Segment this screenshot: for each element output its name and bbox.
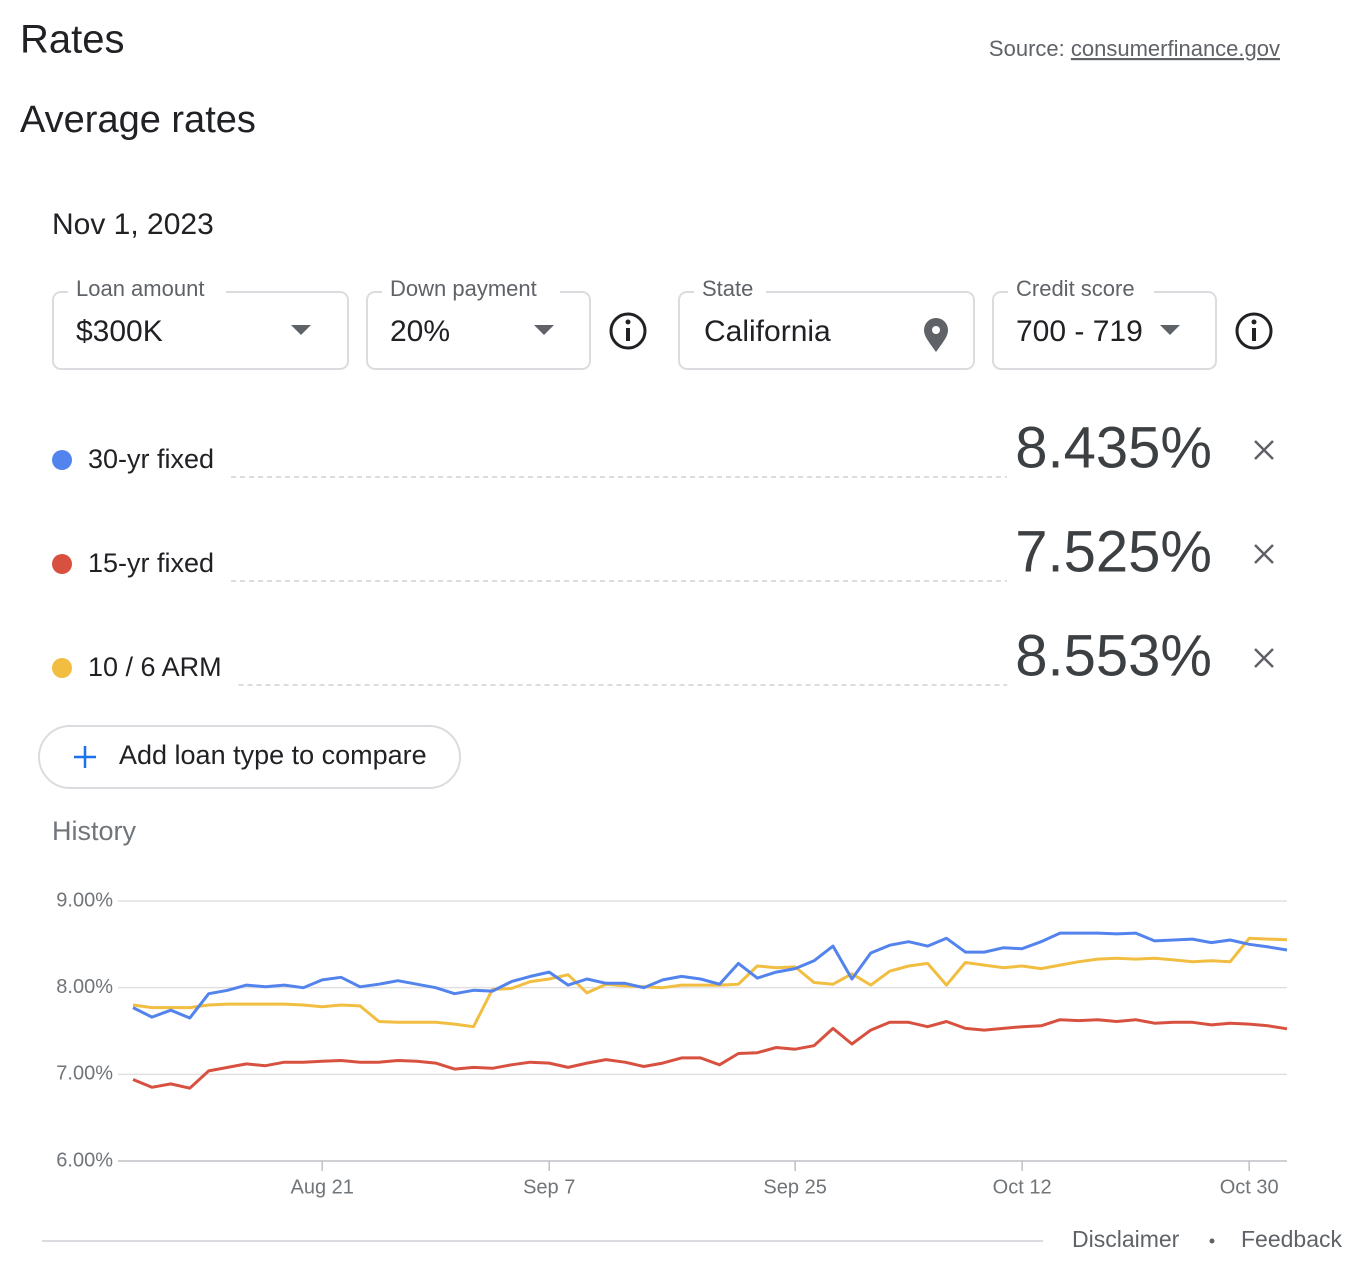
info-bar [626,328,630,341]
button-text: Add loan type to compare [119,740,427,770]
dropdown-arrow [534,325,554,335]
remove-button[interactable] [1254,544,1274,564]
series-dot [52,450,72,470]
history-chart: 6.00% 7.00% 8.00% 9.00% Aug 21 Sep 7 Sep 25 Oct… [56,889,1288,1198]
source: Source: consumerfinance.gov [989,36,1280,61]
x-tick-label: Sep 25 [763,1176,826,1198]
history-label: History [52,816,137,846]
select-label: Credit score [1016,276,1135,301]
select-value: 20% [390,315,450,348]
y-tick-label: 9.00% [56,889,113,911]
source-link[interactable]: consumerfinance.gov [1071,36,1280,61]
x-tick-label: Sep 7 [523,1176,575,1198]
pin-hole [932,326,940,334]
info-dot [625,319,631,325]
series-line [132,936,1288,1029]
loan-name: 15-yr fixed [88,548,214,578]
series-dot [52,554,72,574]
feedback-link[interactable]: Feedback [1241,1226,1343,1252]
button-outline [38,725,461,789]
subtitle: Average rates [20,99,256,141]
plus-icon [74,746,96,768]
select-label: Down payment [390,276,537,301]
series-dot [52,658,72,678]
loan-row: 10 / 6 ARM 8.553% [52,623,1274,688]
label-bg [1008,278,1154,304]
info-icon[interactable] [609,312,647,350]
down-payment-select[interactable]: Down payment 20% [366,276,591,370]
x-tick-label: Aug 21 [290,1176,353,1198]
loan-name: 30-yr fixed [88,444,214,474]
select-value: 700 - 719 [1016,315,1143,348]
info-icon[interactable] [1235,312,1273,350]
info-circle [1235,312,1273,350]
disclaimer-link[interactable]: Disclaimer [1072,1226,1180,1252]
loan-row: 15-yr fixed 7.525% [52,519,1274,584]
y-tick-label: 8.00% [56,976,113,998]
select-label: State [702,276,753,301]
remove-button[interactable] [1254,648,1274,668]
source-label: Source: [989,36,1065,61]
select-box [678,291,975,370]
loan-rate: 7.525% [1015,519,1212,584]
series-line [132,1018,1288,1090]
series-line [132,931,1288,1020]
loan-row: 30-yr fixed 8.435% [52,415,1274,480]
footer-dot [1209,1238,1215,1244]
info-bar [1252,328,1256,341]
page-title: Rates [20,18,125,62]
y-tick-label: 6.00% [56,1149,113,1171]
dropdown-arrow [1160,325,1180,335]
loan-rows: 30-yr fixed 8.435% 15-yr fixed 7.525% 10 / 6… [52,415,1274,688]
select-value: California [704,315,831,348]
label-bg [694,278,766,304]
info-circle [609,312,647,350]
loan-amount-select[interactable]: Loan amount $300K [52,276,349,370]
loan-rate: 8.435% [1015,415,1212,480]
x-tick-label: Oct 12 [993,1176,1052,1198]
label-bg [382,278,560,304]
select-value: $300K [76,315,163,348]
loan-name: 10 / 6 ARM [88,652,222,682]
credit-score-select[interactable]: Credit score 700 - 719 [992,276,1217,370]
remove-button[interactable] [1254,440,1274,460]
add-loan-button[interactable]: Add loan type to compare [38,725,461,789]
dropdown-arrow [291,325,311,335]
label-bg [68,278,226,304]
date: Nov 1, 2023 [52,208,214,241]
state-select[interactable]: State California [678,276,975,370]
select-label: Loan amount [76,276,204,301]
y-tick-label: 7.00% [56,1063,113,1085]
location-pin [924,318,948,352]
info-dot [1251,319,1257,325]
x-tick-label: Oct 30 [1220,1176,1279,1198]
loan-rate: 8.553% [1015,623,1212,688]
